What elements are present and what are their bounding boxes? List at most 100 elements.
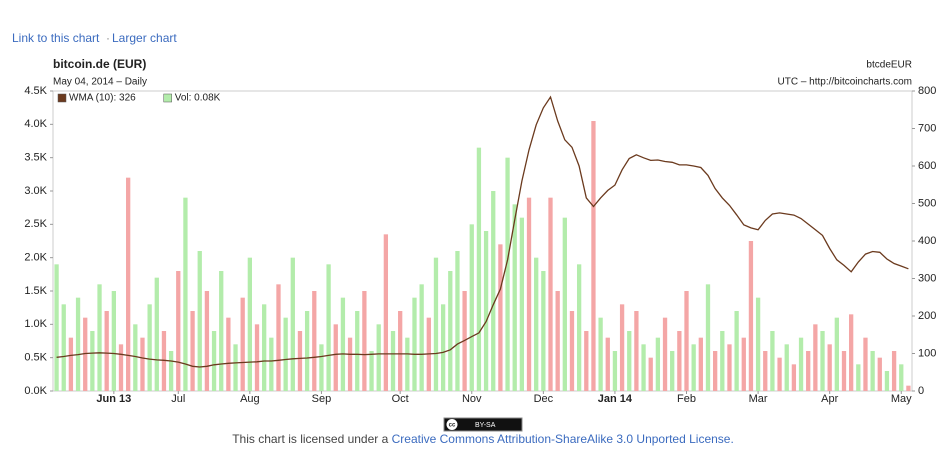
volume-bar: [197, 251, 202, 391]
y2-tick-label: 700: [918, 122, 936, 134]
volume-bar: [455, 251, 460, 391]
volume-bar: [863, 337, 868, 391]
volume-bar: [741, 337, 746, 391]
x-tick-label: Oct: [392, 393, 409, 405]
x-tick-label: Sep: [312, 393, 332, 405]
volume-bar: [491, 191, 496, 391]
volume-bar: [340, 297, 346, 391]
volume-bar: [276, 284, 281, 391]
volume-bar: [891, 351, 897, 391]
volume-bar: [75, 297, 81, 391]
volume-bar: [498, 244, 503, 391]
volume-bar: [118, 344, 124, 391]
volume-bar: [784, 344, 789, 391]
volume-bar: [648, 357, 653, 391]
volume-bar: [705, 284, 711, 391]
license: This chart is licensed under a Creative …: [232, 432, 734, 446]
y2-tick-label: 300: [918, 272, 936, 284]
legend-swatch: [163, 93, 172, 103]
y-tick-label: 2.0K: [24, 252, 47, 264]
volume-bar: [884, 371, 890, 391]
x-tick-label: Apr: [821, 393, 838, 405]
wma-line: [56, 95, 909, 368]
volume-bar: [584, 331, 589, 391]
volume-bar: [176, 271, 181, 391]
volume-bar: [748, 241, 754, 391]
volume-bar: [190, 311, 195, 391]
plot-frame: [52, 90, 913, 392]
volume-bar: [813, 324, 818, 391]
volume-bar: [798, 337, 804, 391]
volume-bar: [204, 291, 210, 391]
y2-tick-label: 500: [918, 197, 936, 209]
volume-bar: [755, 297, 761, 391]
volume-bar: [247, 257, 253, 391]
volume-bar: [54, 264, 59, 391]
volume-bar: [605, 337, 610, 391]
volume-bar: [677, 331, 682, 391]
volume-bar: [691, 344, 696, 391]
volume-bar: [240, 297, 245, 391]
y-tick-label: 3.0K: [24, 185, 47, 197]
volume-bar: [476, 147, 482, 391]
volume-bar: [483, 231, 489, 391]
volume-bar: [61, 304, 66, 391]
volume-bar: [333, 324, 338, 391]
license-link[interactable]: Creative Commons Attribution-ShareAlike …: [392, 432, 734, 446]
volume-bar: [519, 217, 525, 391]
volume-bar: [312, 291, 317, 391]
y-tick-label: 4.0K: [24, 118, 47, 130]
volume-bar: [548, 197, 553, 391]
x-tick-label: Nov: [462, 393, 482, 405]
volume-bar: [670, 351, 675, 391]
volume-bar: [541, 271, 546, 391]
volume-bar: [619, 304, 625, 391]
volume-bar: [834, 317, 839, 391]
volume-bar: [777, 357, 782, 391]
source: UTC – http://bitcoincharts.com: [778, 77, 913, 88]
volume-bar: [820, 331, 825, 391]
volume-bar: [512, 204, 517, 391]
volume-bar: [347, 337, 353, 391]
x-tick-label: Mar: [749, 393, 768, 405]
x-tick-label: Dec: [534, 393, 554, 405]
x-tick-label: Jun 13: [96, 393, 131, 405]
license-text: This chart is licensed under a: [232, 432, 391, 446]
volume-bar: [627, 331, 632, 391]
y2-tick-label: 0: [918, 385, 924, 397]
volume-bar: [505, 157, 510, 391]
volume-bar: [641, 344, 646, 391]
volume-bar: [376, 324, 381, 391]
volume-bar: [770, 331, 775, 391]
y-tick-label: 3.5K: [24, 152, 47, 164]
volume-bar: [362, 291, 367, 391]
y-tick-label: 0.5K: [24, 352, 47, 364]
volume-bar: [841, 351, 847, 391]
x-tick-label: Jan 14: [598, 393, 633, 405]
volume-bar: [412, 297, 417, 391]
volume-bar: [576, 264, 582, 391]
volume-bar: [870, 351, 875, 391]
volume-bar: [269, 337, 274, 391]
volume-bar: [720, 331, 725, 391]
volume-bar: [634, 311, 639, 391]
chart-link[interactable]: Link to this chart: [12, 31, 100, 45]
volume-bar: [440, 304, 446, 391]
volume-bar: [326, 264, 331, 391]
legend-swatch: [57, 93, 67, 103]
volume-bar: [433, 257, 439, 391]
volume-bar: [154, 277, 159, 391]
volume-bar: [877, 357, 882, 391]
volume-bar: [233, 344, 238, 391]
volume-bar: [849, 314, 854, 391]
y-tick-label: 1.5K: [24, 285, 47, 297]
volume-bar: [419, 284, 424, 391]
y-tick-label: 1.0K: [24, 318, 47, 330]
volume-bar: [405, 337, 410, 391]
volume-bar: [211, 331, 217, 391]
chart-title: bitcoin.de (EUR): [53, 57, 146, 71]
volume-bar: [734, 311, 739, 391]
volume-bar: [83, 317, 88, 391]
volume-bar: [662, 317, 668, 391]
larger-chart-link[interactable]: Larger chart: [112, 31, 177, 45]
